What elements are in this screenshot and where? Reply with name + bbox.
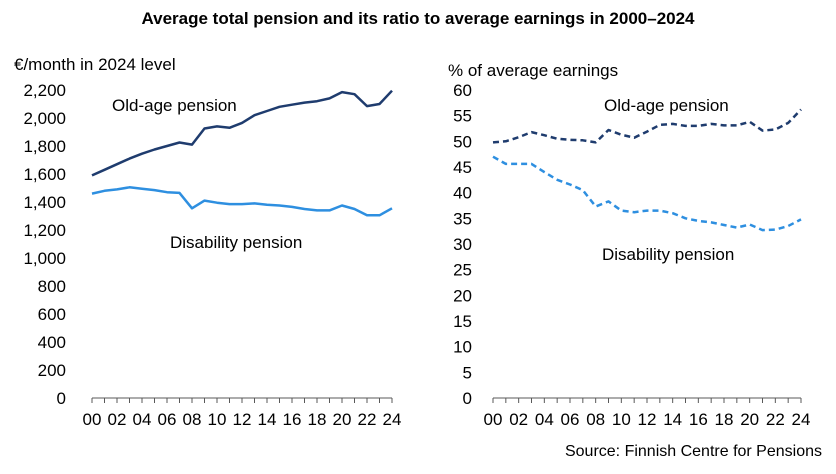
left-x-tick-label: 22 — [358, 410, 377, 429]
left-x-tick-label: 08 — [183, 410, 202, 429]
left-x-tick-label: 00 — [83, 410, 102, 429]
right-x-tick-label: 12 — [638, 410, 657, 429]
right-x-tick-label: 08 — [586, 410, 605, 429]
left-old-age-label: Old-age pension — [112, 96, 237, 115]
left-y-tick-label: 600 — [38, 305, 66, 324]
left-y-tick-label: 1,400 — [23, 193, 66, 212]
right-y-tick-label: 15 — [453, 312, 472, 331]
right-y-tick-label: 45 — [453, 158, 472, 177]
left-x-tick-label: 14 — [258, 410, 277, 429]
right-y-tick-label: 60 — [453, 81, 472, 100]
left-x-tick-label: 12 — [233, 410, 252, 429]
right-x-tick-label: 14 — [663, 410, 682, 429]
left-x-tick-label: 04 — [133, 410, 152, 429]
left-y-tick-label: 1,800 — [23, 137, 66, 156]
left-y-tick-label: 2,200 — [23, 81, 66, 100]
right-y-tick-label: 5 — [463, 363, 472, 382]
right-x-tick-label: 00 — [484, 410, 503, 429]
right-x-tick-label: 06 — [561, 410, 580, 429]
right-x-tick-label: 04 — [535, 410, 554, 429]
right-plot-area: 0 5 10 15 20 25 30 35 40 45 50 55 60 00 02 04 06 08 10 12 14… — [453, 81, 810, 429]
right-x-tick-label: 18 — [715, 410, 734, 429]
left-x-tick-label: 10 — [208, 410, 227, 429]
left-disability-label: Disability pension — [170, 233, 302, 252]
right-disability-label: Disability pension — [602, 245, 734, 264]
left-plot-area: 02004006008001,0001,2001,4001,6001,8002,… — [23, 81, 401, 429]
right-y-tick-label: 35 — [453, 209, 472, 228]
right-x-tick-label: 10 — [612, 410, 631, 429]
chart-title: Average total pension and its ratio to a… — [141, 9, 695, 28]
left-y-tick-label: 800 — [38, 277, 66, 296]
left-y-axis-label: €/month in 2024 level — [14, 55, 176, 74]
right-x-tick-label: 20 — [740, 410, 759, 429]
right-y-tick-label: 0 — [463, 389, 472, 408]
right-y-tick-label: 25 — [453, 261, 472, 280]
left-x-tick-label: 06 — [158, 410, 177, 429]
right-y-tick-label: 30 — [453, 235, 472, 254]
left-x-tick-label: 16 — [283, 410, 302, 429]
left-x-tick-label: 20 — [333, 410, 352, 429]
left-y-tick-label: 1,600 — [23, 165, 66, 184]
right-x-tick-label: 24 — [792, 410, 811, 429]
source-note: Source: Finnish Centre for Pensions — [565, 443, 822, 460]
right-y-axis-label: % of average earnings — [448, 61, 618, 80]
right-x-tick-label: 22 — [766, 410, 785, 429]
left-y-tick-label: 1,200 — [23, 221, 66, 240]
left-x-tick-label: 02 — [108, 410, 127, 429]
right-x-tick-label: 16 — [689, 410, 708, 429]
right-disability-series-line — [492, 155, 802, 232]
left-y-tick-label: 400 — [38, 333, 66, 352]
right-y-tick-label: 20 — [453, 286, 472, 305]
right-y-tick-label: 55 — [453, 107, 472, 126]
left-y-tick-label: 0 — [57, 389, 66, 408]
left-y-tick-label: 2,000 — [23, 109, 66, 128]
right-y-tick-label: 40 — [453, 184, 472, 203]
left-x-tick-label: 18 — [308, 410, 327, 429]
left-disability-series-line — [91, 186, 393, 217]
left-old-age-series-line — [91, 89, 393, 177]
left-y-tick-label: 200 — [38, 361, 66, 380]
right-y-tick-label: 10 — [453, 338, 472, 357]
right-x-tick-label: 02 — [509, 410, 528, 429]
right-y-tick-label: 50 — [453, 132, 472, 151]
right-old-age-series-line — [492, 108, 802, 144]
left-x-tick-label: 24 — [383, 410, 402, 429]
left-y-tick-label: 1,000 — [23, 249, 66, 268]
right-old-age-label: Old-age pension — [604, 96, 729, 115]
